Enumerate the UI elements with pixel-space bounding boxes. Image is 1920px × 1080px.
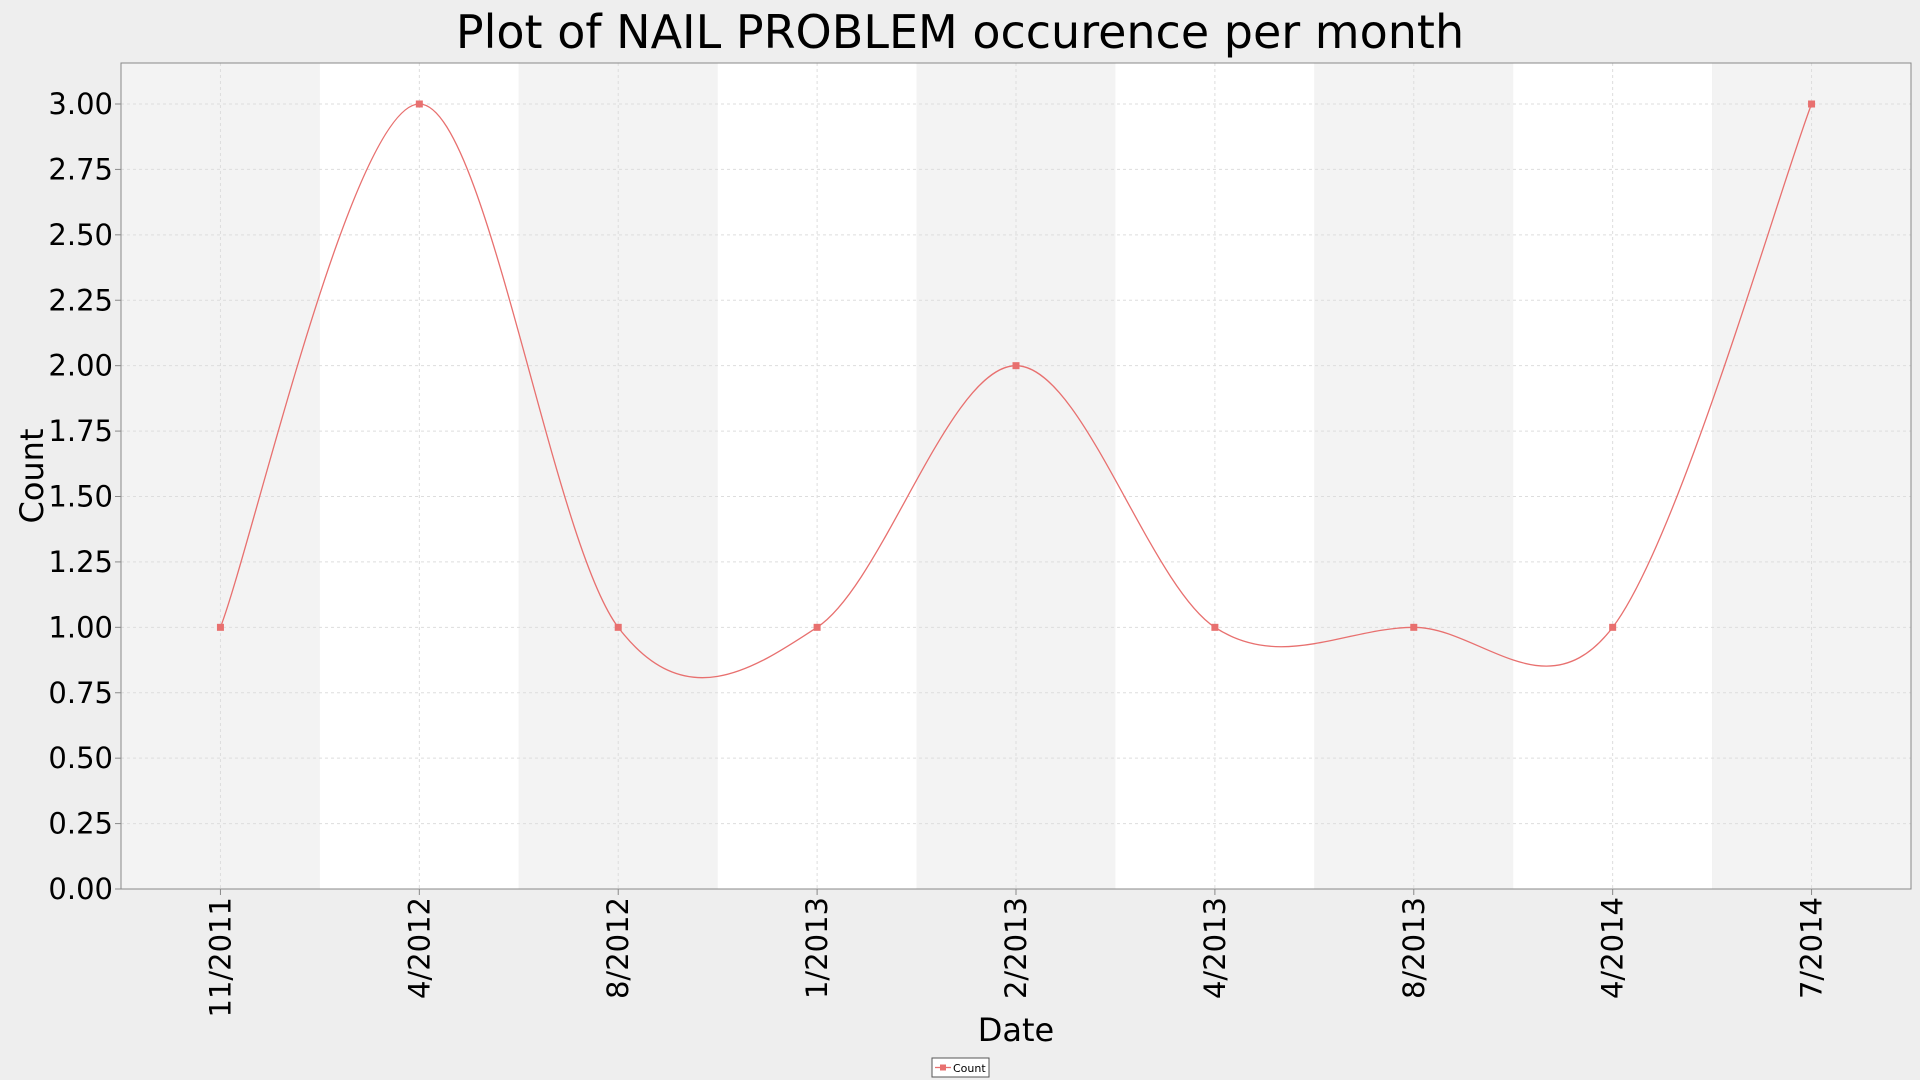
band-3: [717, 63, 917, 889]
data-points: [216, 100, 1816, 631]
y-tick-label-10: 2.50: [48, 218, 113, 252]
y-tick-label-3: 0.75: [48, 676, 113, 710]
series-line-count: [219, 103, 1813, 679]
x-tick-label-1: 4/2012: [402, 897, 436, 999]
legend-marker-swatch: [940, 1064, 946, 1071]
band-7: [1513, 63, 1713, 889]
x-tick-label-4: 2/2013: [999, 897, 1033, 999]
y-tick-label-7: 1.75: [48, 414, 113, 448]
y-tick-label-2: 0.50: [48, 741, 113, 775]
data-point-4: [1012, 362, 1020, 370]
y-tick-label-12: 3.00: [48, 87, 113, 121]
band-2: [518, 63, 718, 889]
x-tick-label-8: 7/2014: [1795, 897, 1829, 999]
y-tick-label-4: 1.00: [48, 610, 113, 644]
y-tick-label-6: 1.50: [48, 480, 113, 514]
legend-label: Count: [953, 1062, 986, 1075]
y-tick-label-8: 2.00: [48, 349, 113, 383]
band-4: [916, 63, 1116, 889]
chart-title: Plot of NAIL PROBLEM occurence per month: [456, 5, 1464, 59]
data-point-2: [614, 623, 622, 631]
x-tick-label-0: 11/2011: [203, 897, 237, 1017]
data-point-3: [813, 623, 821, 631]
y-tick-label-1: 0.25: [48, 807, 113, 841]
data-point-8: [1808, 100, 1816, 108]
band-8: [1712, 63, 1911, 889]
x-axis: 11/2011 4/2012 8/2012 1/2013 2/2013 4/2013 8/2…: [203, 889, 1829, 1017]
x-tick-label-6: 8/2013: [1397, 897, 1431, 999]
data-point-7: [1609, 623, 1617, 631]
band-0: [121, 63, 320, 889]
band-6: [1314, 63, 1514, 889]
x-tick-label-5: 4/2013: [1198, 897, 1232, 999]
y-tick-label-9: 2.25: [48, 283, 113, 317]
y-tick-label-5: 1.25: [48, 545, 113, 579]
y-axis-title: Count: [13, 428, 51, 523]
x-axis-title: Date: [978, 1011, 1054, 1049]
x-tick-label-3: 1/2013: [800, 897, 834, 999]
data-point-0: [216, 623, 224, 631]
legend-box: [931, 1057, 990, 1078]
background-bands: [121, 63, 1911, 889]
band-5: [1115, 63, 1315, 889]
y-axis: 0.00 0.25 0.50 0.75 1.00 1.25 1.50 1.75 2.00 2.25…: [48, 87, 121, 906]
data-point-1: [415, 100, 423, 108]
x-tick-label-7: 4/2014: [1596, 897, 1630, 999]
legend: Count: [931, 1057, 990, 1078]
y-tick-label-0: 0.00: [48, 872, 113, 906]
data-point-5: [1211, 623, 1219, 631]
x-tick-label-2: 8/2012: [601, 897, 635, 999]
data-point-6: [1410, 623, 1418, 631]
y-tick-label-11: 2.75: [48, 152, 113, 186]
